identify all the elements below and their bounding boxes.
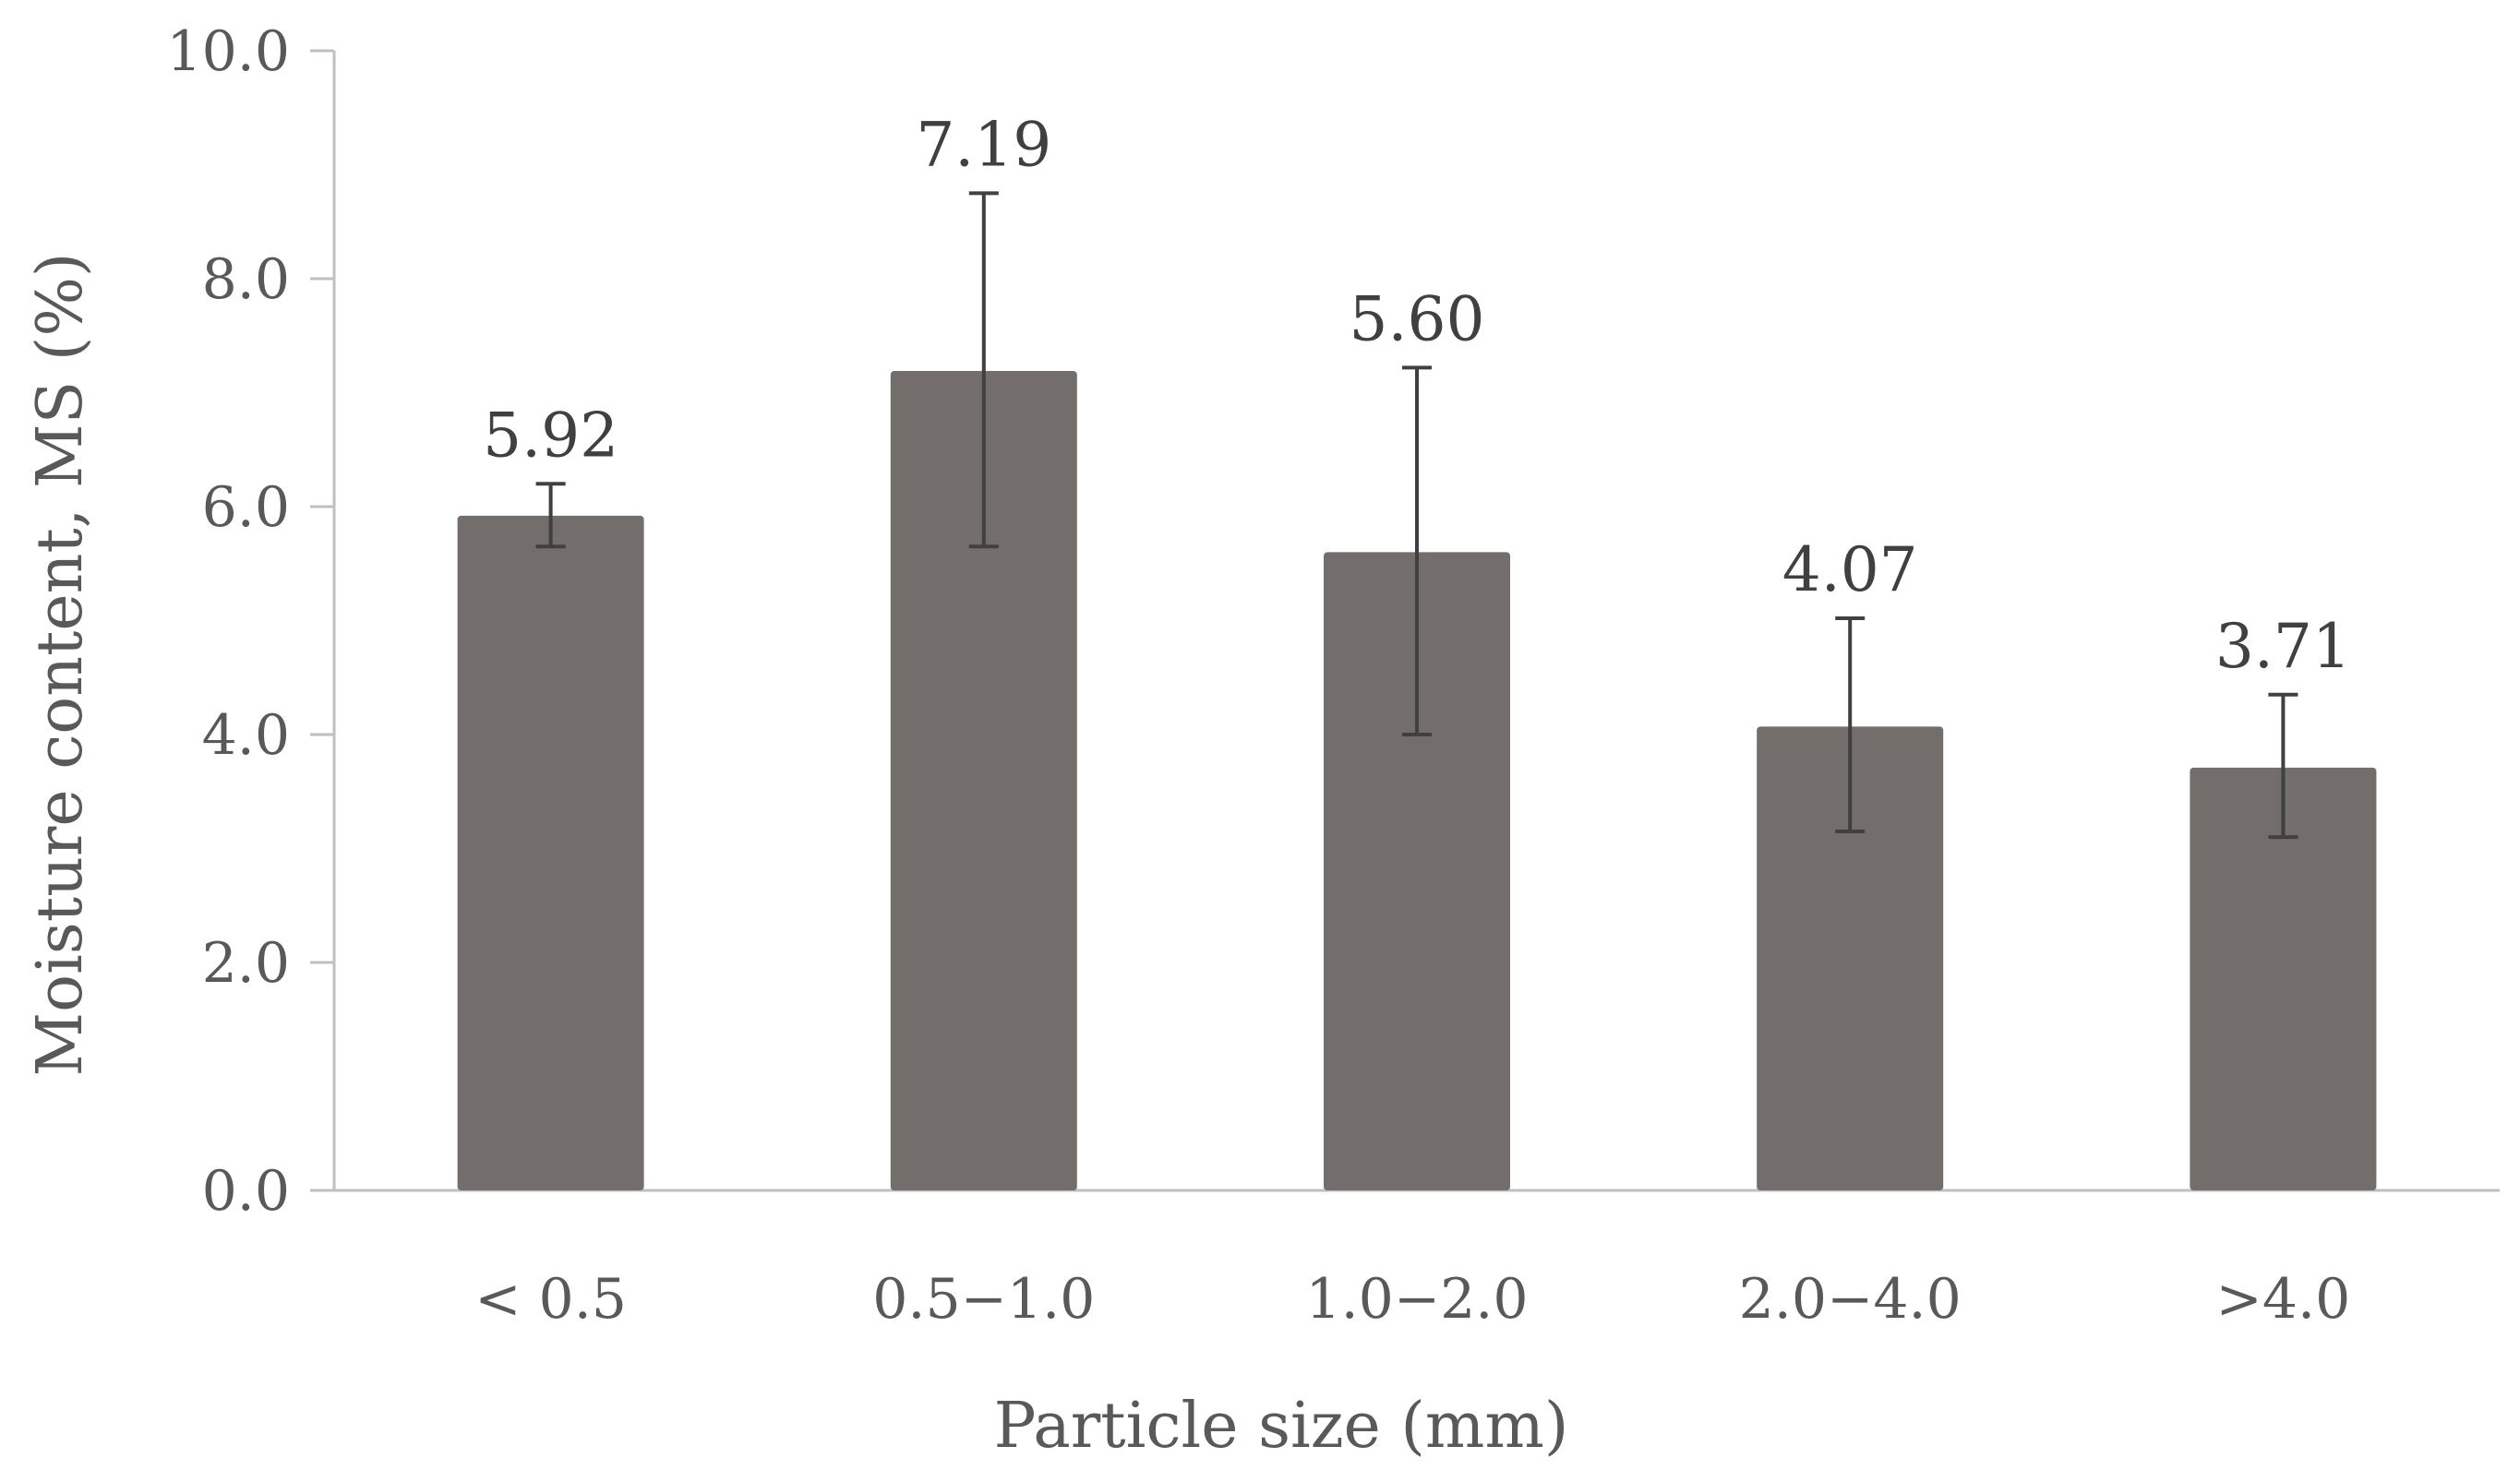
y-tick-label: 8.0	[202, 247, 290, 312]
data-label: 5.60	[1350, 283, 1485, 354]
bar	[457, 515, 644, 1190]
data-label: 5.92	[483, 400, 618, 471]
y-tick-label: 0.0	[202, 1159, 290, 1224]
y-axis-title: Moisture content, MS (%)	[24, 253, 97, 1077]
bars	[457, 371, 2377, 1190]
data-label: 4.07	[1782, 534, 1918, 605]
x-axis-title: Particle size (mm)	[994, 1390, 1569, 1463]
error-bars	[535, 191, 2298, 840]
x-tick-label: < 0.5	[474, 1267, 627, 1332]
y-tick-label: 2.0	[202, 931, 290, 996]
bar	[890, 371, 1077, 1190]
y-tick-label: 10.0	[166, 19, 290, 84]
data-label: 7.19	[916, 109, 1051, 180]
bar	[1324, 552, 1510, 1190]
data-label: 3.71	[2215, 611, 2351, 682]
bar	[2190, 767, 2377, 1190]
x-tick-label: >4.0	[2216, 1267, 2351, 1332]
x-tick-label: 1.0−2.0	[1305, 1267, 1528, 1332]
labels: 0.0 2.0 4.0 6.0 8.0 10.0 5.92 < 0.5 7.19 0.5−1.0 5…	[166, 19, 2350, 1332]
y-tick-label: 4.0	[202, 703, 290, 768]
x-tick-label: 0.5−1.0	[872, 1267, 1095, 1332]
bar	[1757, 726, 1944, 1190]
x-tick-label: 2.0−4.0	[1739, 1267, 1962, 1332]
y-tick-label: 6.0	[202, 475, 290, 540]
